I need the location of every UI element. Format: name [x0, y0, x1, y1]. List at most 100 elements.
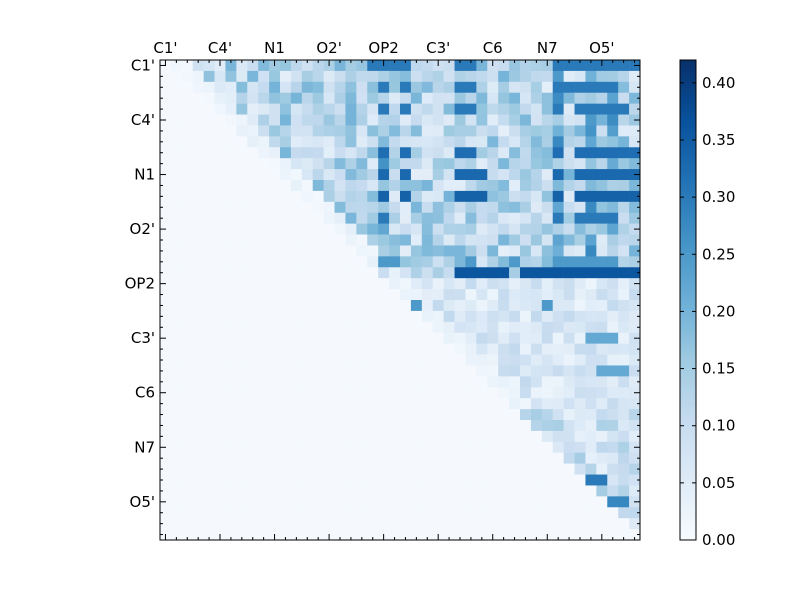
heatmap-cell — [334, 234, 346, 246]
heatmap-cell — [192, 300, 204, 312]
heatmap-cell — [400, 398, 412, 410]
heatmap-cell — [160, 409, 172, 421]
heatmap-cell — [563, 420, 575, 432]
heatmap-cell — [476, 256, 488, 268]
heatmap-cell — [192, 485, 204, 497]
heatmap-cell — [258, 92, 270, 104]
heatmap-cell — [476, 321, 488, 334]
heatmap-cell — [203, 190, 215, 203]
heatmap-cell — [389, 256, 401, 268]
heatmap-cell — [574, 452, 586, 464]
heatmap-cell — [596, 223, 608, 235]
heatmap-cell — [443, 103, 455, 115]
heatmap-cell — [389, 507, 401, 519]
heatmap-cell — [476, 518, 488, 530]
heatmap-cell — [225, 332, 237, 344]
heatmap-cell — [552, 321, 564, 334]
heatmap-cell — [509, 223, 521, 235]
heatmap-cell — [258, 267, 270, 279]
heatmap-cell — [367, 496, 379, 508]
heatmap-cell — [618, 441, 630, 454]
heatmap-cell — [400, 125, 412, 137]
heatmap-cell — [214, 321, 226, 334]
heatmap-cell — [552, 190, 564, 203]
heatmap-cell — [607, 289, 619, 301]
heatmap-cell — [454, 70, 466, 83]
heatmap-cell — [345, 496, 357, 508]
heatmap-cell — [378, 212, 390, 224]
heatmap-cell — [465, 343, 477, 355]
heatmap-cell — [367, 332, 379, 344]
heatmap-cell — [367, 223, 379, 235]
heatmap-cell — [236, 518, 248, 530]
heatmap-cell — [367, 147, 379, 159]
heatmap-cell — [552, 180, 564, 192]
heatmap-cell — [400, 212, 412, 224]
heatmap-cell — [367, 60, 379, 72]
heatmap-cell — [181, 332, 194, 344]
heatmap-cell — [345, 409, 357, 421]
heatmap-cell — [541, 441, 554, 454]
heatmap-cell — [323, 234, 335, 246]
heatmap-cell — [280, 387, 292, 399]
heatmap-cell — [400, 223, 412, 235]
heatmap-cell — [378, 365, 390, 377]
heatmap-cell — [170, 529, 183, 541]
heatmap-cell — [574, 70, 586, 83]
heatmap-cell — [258, 507, 270, 519]
heatmap-cell — [225, 212, 237, 224]
heatmap-cell — [541, 190, 554, 203]
heatmap-cell — [618, 300, 630, 312]
heatmap-cell — [509, 278, 521, 290]
heatmap-cell — [487, 474, 499, 486]
heatmap-cell — [552, 92, 564, 104]
heatmap-cell — [400, 430, 412, 443]
heatmap-cell — [312, 507, 324, 519]
heatmap-cell — [443, 180, 455, 192]
heatmap-cell — [629, 289, 641, 301]
heatmap-cell — [269, 169, 281, 181]
heatmap-cell — [367, 92, 379, 104]
heatmap-cell — [334, 70, 346, 83]
heatmap-cell — [498, 70, 510, 83]
heatmap-cell — [236, 234, 248, 246]
heatmap-cell — [454, 430, 466, 443]
x-tick-label: C3' — [426, 39, 450, 57]
heatmap-cell — [487, 387, 499, 399]
heatmap-cell — [607, 223, 619, 235]
heatmap-cell — [607, 463, 619, 475]
heatmap-cell — [214, 485, 226, 497]
heatmap-cell — [607, 267, 619, 279]
heatmap-cell — [181, 267, 194, 279]
heatmap-cell — [378, 463, 390, 475]
heatmap-cell — [432, 376, 444, 388]
heatmap-cell — [214, 114, 226, 126]
heatmap-cell — [465, 289, 477, 301]
heatmap-cell — [563, 529, 575, 541]
x-tick-label: O5' — [589, 39, 614, 57]
heatmap-cell — [509, 158, 521, 170]
heatmap-cell — [334, 321, 346, 334]
heatmap-cell — [378, 474, 390, 486]
heatmap-cell — [530, 190, 543, 203]
heatmap-cell — [629, 507, 641, 519]
heatmap-cell — [389, 343, 401, 355]
heatmap-cell — [498, 529, 510, 541]
heatmap-cell — [520, 70, 532, 83]
heatmap-cell — [389, 420, 401, 432]
heatmap-cell — [389, 223, 401, 235]
heatmap-cell — [225, 518, 237, 530]
heatmap-cell — [618, 485, 630, 497]
heatmap-cell — [345, 474, 357, 486]
heatmap-cell — [170, 310, 183, 323]
heatmap-cell — [421, 169, 434, 181]
heatmap-cell — [258, 321, 270, 334]
heatmap-cell — [465, 496, 477, 508]
heatmap-cell — [236, 256, 248, 268]
heatmap-cell — [530, 201, 543, 214]
heatmap-cell — [345, 289, 357, 301]
heatmap-cell — [541, 452, 554, 464]
heatmap-cell — [541, 310, 554, 323]
heatmap-cell — [367, 136, 379, 148]
